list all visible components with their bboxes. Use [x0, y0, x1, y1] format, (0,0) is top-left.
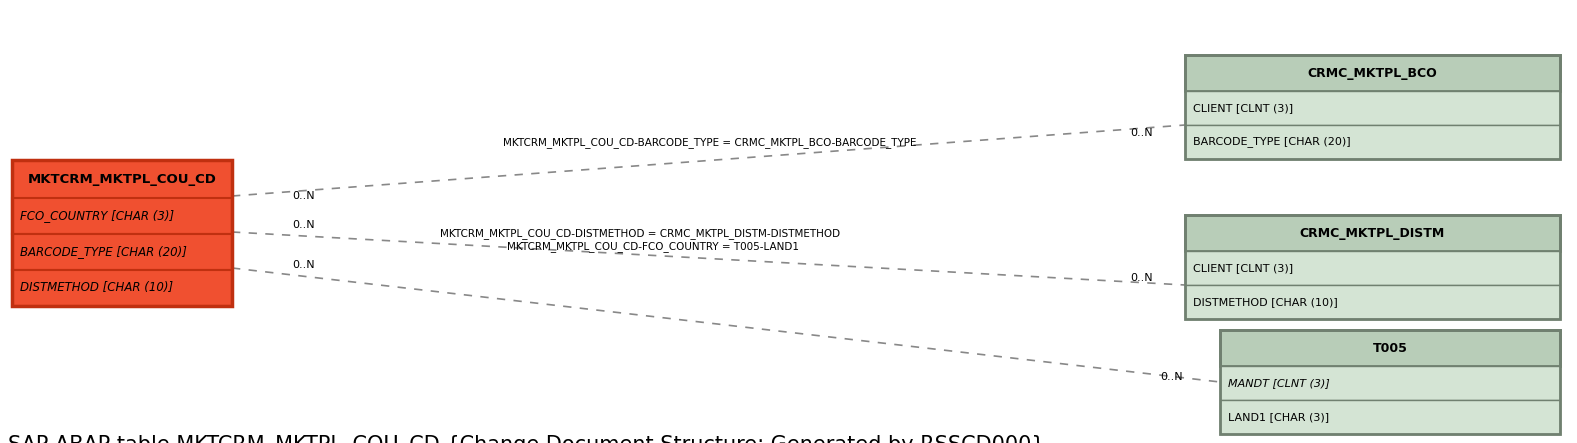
Text: MKTCRM_MKTPL_COU_CD-DISTMETHOD = CRMC_MKTPL_DISTM-DISTMETHOD
        MKTCRM_MKTP: MKTCRM_MKTPL_COU_CD-DISTMETHOD = CRMC_MK… [440, 229, 841, 252]
Bar [1221, 366, 1560, 400]
Text: T005: T005 [1372, 342, 1407, 354]
Bar [1184, 215, 1560, 251]
Text: 0..N: 0..N [292, 220, 315, 230]
Bar [13, 198, 232, 234]
Bar [1184, 55, 1560, 91]
Text: 0..N: 0..N [1131, 273, 1153, 283]
Text: LAND1 [CHAR (3)]: LAND1 [CHAR (3)] [1228, 412, 1329, 422]
Text: CLIENT [CLNT (3)]: CLIENT [CLNT (3)] [1192, 263, 1293, 273]
Bar [1184, 251, 1560, 285]
Bar [1184, 285, 1560, 319]
Bar [1221, 330, 1560, 434]
Text: CRMC_MKTPL_BCO: CRMC_MKTPL_BCO [1307, 66, 1437, 79]
Bar [1184, 55, 1560, 159]
Text: 0..N: 0..N [1161, 372, 1183, 382]
Text: CRMC_MKTPL_DISTM: CRMC_MKTPL_DISTM [1299, 226, 1445, 240]
Text: MKTCRM_MKTPL_COU_CD: MKTCRM_MKTPL_COU_CD [27, 172, 216, 186]
Text: MKTCRM_MKTPL_COU_CD-BARCODE_TYPE = CRMC_MKTPL_BCO-BARCODE_TYPE: MKTCRM_MKTPL_COU_CD-BARCODE_TYPE = CRMC_… [503, 137, 916, 148]
Text: CLIENT [CLNT (3)]: CLIENT [CLNT (3)] [1192, 103, 1293, 113]
Text: BARCODE_TYPE [CHAR (20)]: BARCODE_TYPE [CHAR (20)] [1192, 136, 1350, 148]
Bar [13, 160, 232, 306]
Bar [13, 234, 232, 270]
Bar [1221, 330, 1560, 366]
Text: DISTMETHOD [CHAR (10)]: DISTMETHOD [CHAR (10)] [1192, 297, 1337, 307]
Bar [1184, 125, 1560, 159]
Bar [1221, 400, 1560, 434]
Text: SAP ABAP table MKTCRM_MKTPL_COU_CD {Change Document Structure; Generated by RSSC: SAP ABAP table MKTCRM_MKTPL_COU_CD {Chan… [8, 435, 1044, 443]
Bar [1184, 215, 1560, 319]
Text: 0..N: 0..N [1131, 128, 1153, 138]
Bar [13, 270, 232, 306]
Text: DISTMETHOD [CHAR (10)]: DISTMETHOD [CHAR (10)] [21, 281, 173, 295]
Bar [13, 160, 232, 198]
Text: FCO_COUNTRY [CHAR (3)]: FCO_COUNTRY [CHAR (3)] [21, 210, 173, 222]
Text: MANDT [CLNT (3)]: MANDT [CLNT (3)] [1228, 378, 1329, 388]
Text: 0..N: 0..N [292, 191, 315, 201]
Text: BARCODE_TYPE [CHAR (20)]: BARCODE_TYPE [CHAR (20)] [21, 245, 188, 259]
Bar [1184, 91, 1560, 125]
Text: 0..N: 0..N [292, 260, 315, 270]
